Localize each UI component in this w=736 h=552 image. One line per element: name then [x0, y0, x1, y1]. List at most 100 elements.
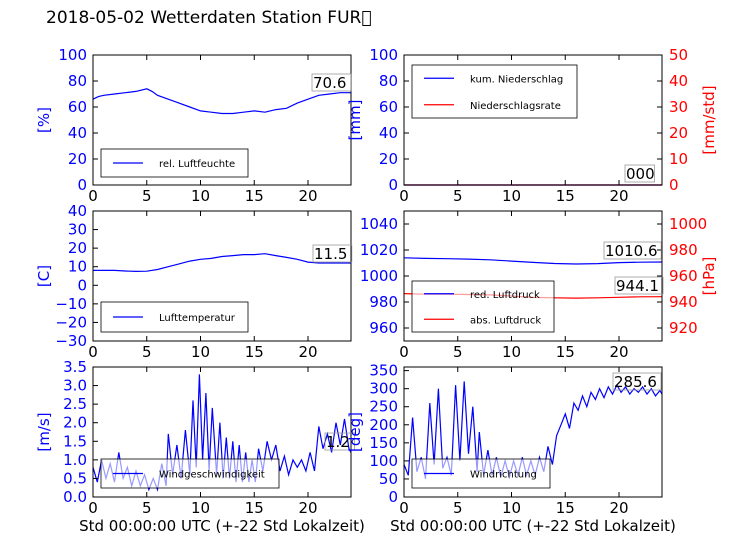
x-tick-label: 15: [245, 343, 264, 361]
y-tick-label: 0: [388, 176, 398, 194]
x-tick-label: 5: [453, 187, 463, 205]
y-tick-label: 50: [379, 470, 398, 488]
y-tick-label: 0.5: [63, 469, 87, 487]
y-axis-label: [m/s]: [35, 412, 53, 451]
x-tick-label: 0: [399, 187, 409, 205]
legend-label: kum. Niederschlag: [470, 74, 563, 85]
legend-label: rel. Luftfeuchte: [159, 159, 235, 170]
y-tick-label: 100: [369, 46, 398, 64]
y-tick-label: 1020: [360, 241, 398, 259]
y2-tick-label: 50: [669, 46, 688, 64]
chart-temperature: 0 5 10 15 20−30−20−10010203040[C]Lufttempera…: [35, 202, 353, 361]
y-tick-label: 0: [77, 176, 87, 194]
y-tick-label: 80: [68, 72, 87, 90]
y2-axis-label: [mm/std]: [700, 85, 718, 154]
y-tick-label: 980: [369, 293, 398, 311]
legend-label: Windrichtung: [470, 470, 537, 481]
y-tick-label: 20: [68, 150, 87, 168]
y-tick-label: 2.5: [63, 395, 87, 413]
x-tick-label: 15: [556, 343, 575, 361]
x-tick-label: 0: [88, 343, 98, 361]
y-tick-label: 20: [68, 239, 87, 257]
plot-frame: [403, 54, 663, 186]
value-annotation-box: [603, 241, 662, 260]
y-axis-label: [deg]: [346, 412, 364, 452]
legend-box: [411, 64, 578, 119]
plot-frame: [92, 366, 352, 498]
y-tick-label: 30: [68, 221, 87, 239]
value-annotation-box: [312, 244, 353, 263]
x-tick-label: 10: [502, 187, 521, 205]
x-tick-label: 20: [609, 499, 628, 517]
x-tick-label: 15: [245, 499, 264, 517]
y-tick-label: 10: [68, 258, 87, 276]
x-tick-label: 0: [399, 343, 409, 361]
series-line-humidity-0: [92, 88, 351, 115]
value-annotation-box: [311, 73, 352, 92]
y-tick-label: 60: [68, 98, 87, 116]
y-tick-label: 40: [68, 202, 87, 220]
y-tick-label: 40: [379, 124, 398, 142]
chart-windspeed: 0 5 10 15 20 0.00.51.01.52.02.53.03.5 [m/s] Std…: [35, 358, 365, 535]
x-axis-label: Std 00:00:00 UTC (+-22 Std Lokalzeit): [390, 517, 676, 535]
plot-frame: [92, 54, 352, 186]
y2-tick-label: 20: [669, 124, 688, 142]
y-tick-label: 2.0: [63, 414, 87, 432]
x-tick-label: 10: [191, 499, 210, 517]
chart-pressure: 0 5 10 15 20 960 980 1000 1020 1040 920 940 960 980 10…: [360, 210, 718, 361]
y2-tick-label: 920: [669, 319, 698, 337]
x-tick-label: 20: [609, 187, 628, 205]
x-tick-label: 15: [245, 187, 264, 205]
y-tick-label: 250: [369, 398, 398, 416]
chart-precipitation: 0 5 10 15 20 0 20 40 60 80 100 0 10 20 30 40 50 [mm] [mm/s…: [346, 46, 718, 205]
value-annotation: 000: [626, 165, 655, 183]
x-tick-label: 0: [88, 499, 98, 517]
x-tick-label: 15: [556, 187, 575, 205]
x-tick-label: 20: [609, 343, 628, 361]
x-tick-label: 0: [399, 499, 409, 517]
legend-label: Lufttemperatur: [159, 313, 236, 324]
series-line-pressure-0: [403, 257, 663, 265]
x-tick-label: 5: [142, 187, 152, 205]
x-axis-label: Std 00:00:00 UTC (+-22 Std Lokalzeit): [79, 517, 365, 535]
value-annotation: 944.1: [616, 277, 659, 295]
y-tick-label: 0: [77, 276, 87, 294]
y2-tick-label: 980: [669, 241, 698, 259]
y-tick-label: 100: [58, 46, 87, 64]
y-tick-label: 1.0: [63, 451, 87, 469]
y-tick-label: 960: [369, 319, 398, 337]
y-tick-label: 0.0: [63, 488, 87, 506]
y2-tick-label: 30: [669, 98, 688, 116]
x-tick-label: 20: [298, 187, 317, 205]
x-tick-label: 5: [453, 499, 463, 517]
value-annotation: 11.5: [314, 245, 347, 263]
y-axis-label: [C]: [35, 265, 53, 287]
y-tick-label: 3.5: [63, 358, 87, 376]
y-tick-label: 3.0: [63, 377, 87, 395]
y-tick-label: 150: [369, 434, 398, 452]
y-tick-label: −10: [55, 295, 87, 313]
value-annotation: 1.2: [326, 433, 350, 451]
value-annotation: 285.6: [614, 373, 657, 391]
y-tick-label: 200: [369, 416, 398, 434]
series-line-temperature-0: [93, 253, 351, 273]
legend-label: abs. Luftdruck: [470, 315, 541, 326]
y2-tick-label: 0: [669, 176, 679, 194]
y-tick-label: 1.5: [63, 432, 87, 450]
value-annotation-box: [612, 372, 662, 391]
value-annotation-box: [324, 432, 356, 451]
y-tick-label: 0: [388, 488, 398, 506]
x-tick-label: 5: [142, 499, 152, 517]
value-annotation-box: [624, 164, 656, 183]
y-axis-label: [%]: [35, 107, 53, 133]
y-tick-label: 100: [369, 452, 398, 470]
x-tick-label: 20: [298, 499, 317, 517]
legend-label: Niederschlagsrate: [470, 101, 561, 112]
y-tick-label: −20: [55, 313, 87, 331]
legend-box: [411, 280, 555, 333]
value-annotation: 70.6: [313, 74, 346, 92]
x-tick-label: 10: [502, 343, 521, 361]
x-tick-label: 10: [502, 499, 521, 517]
x-tick-label: 10: [191, 343, 210, 361]
plot-frame: [92, 210, 352, 342]
